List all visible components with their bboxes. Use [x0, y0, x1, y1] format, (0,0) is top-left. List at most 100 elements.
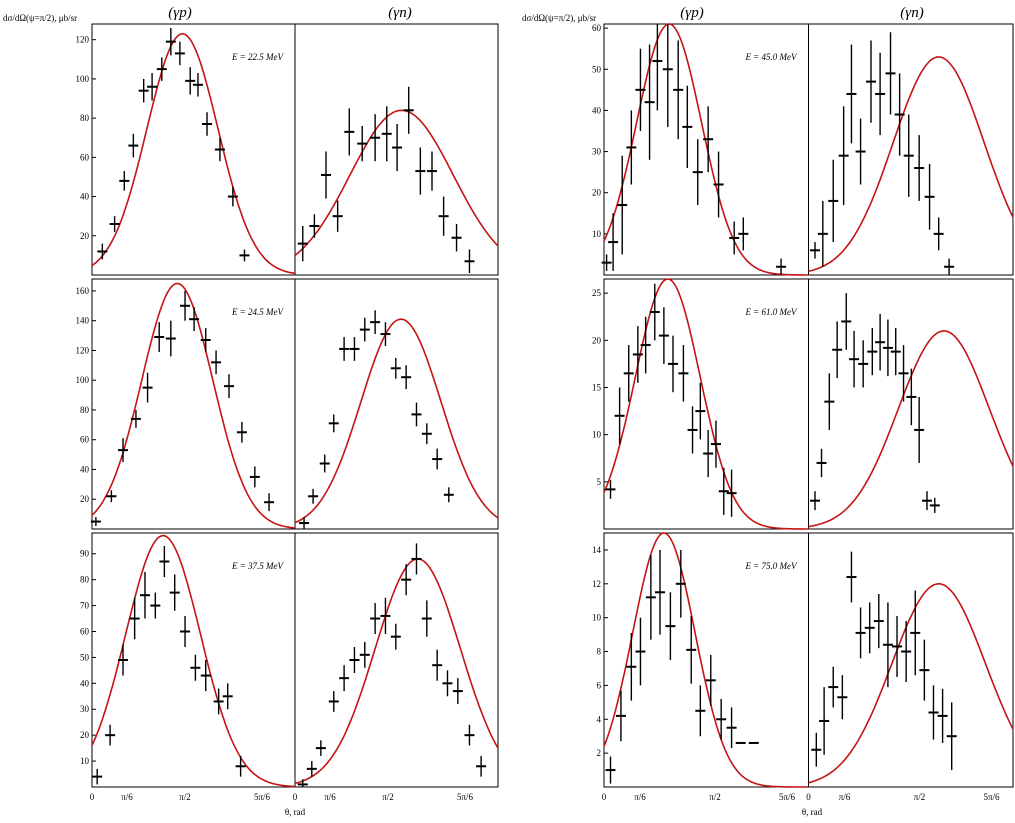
data-point: [200, 328, 211, 352]
data-point: [849, 330, 860, 388]
data-point: [328, 691, 339, 712]
data-point: [174, 41, 185, 66]
data-point: [332, 200, 343, 232]
data-point: [349, 337, 360, 361]
data-point: [299, 517, 310, 529]
data-point: [865, 40, 876, 123]
model-curve-gp: [603, 532, 809, 788]
data-point: [816, 448, 827, 478]
column-header-gp-right: (γp): [680, 5, 703, 21]
y-tick-label: 160: [76, 286, 90, 296]
data-point: [154, 322, 165, 352]
model-curve-gp: [603, 23, 809, 276]
y-tick-label: 20: [80, 730, 90, 740]
data-point: [464, 724, 475, 746]
data-point: [729, 221, 740, 255]
energy-label: E = 22.5 MeV: [231, 52, 285, 62]
data-point: [828, 159, 839, 243]
data-point: [919, 639, 930, 701]
model-curve-gn: [294, 318, 499, 524]
y-tick-label: 12: [592, 579, 601, 589]
data-point: [401, 365, 412, 390]
y-tick-label: 15: [592, 382, 602, 392]
x-axis-title-right: θ, rad: [802, 807, 823, 817]
data-point: [344, 108, 355, 156]
data-point: [811, 732, 822, 767]
data-point: [914, 396, 925, 463]
data-point: [705, 654, 716, 706]
data-point: [130, 409, 141, 428]
data-point: [442, 670, 453, 697]
data-point: [894, 73, 905, 156]
data-point: [678, 345, 689, 402]
y-tick-label: 80: [80, 575, 90, 585]
data-point: [623, 345, 634, 402]
data-point: [810, 491, 821, 511]
data-point: [687, 406, 698, 454]
data-point: [846, 551, 857, 603]
data-point: [626, 632, 637, 701]
y-tick-label: 30: [592, 147, 602, 157]
data-point: [106, 490, 117, 503]
y-tick-label: 80: [80, 113, 90, 123]
x-tick-label: 5π/6: [457, 792, 474, 802]
data-point: [713, 151, 724, 218]
data-point: [306, 761, 317, 777]
data-point: [875, 52, 886, 136]
data-point: [349, 647, 360, 673]
data-point: [214, 137, 225, 162]
data-point: [817, 200, 828, 267]
y-tick-label: 20: [80, 231, 90, 241]
data-point: [668, 335, 679, 393]
data-point: [464, 249, 475, 274]
y-tick-label: 100: [76, 74, 90, 84]
data-point: [858, 340, 869, 388]
data-point: [328, 414, 339, 433]
data-point: [452, 678, 463, 705]
energy-label: E = 24.5 MeV: [231, 307, 285, 317]
data-point: [635, 617, 646, 686]
data-point: [438, 196, 449, 236]
y-tick-label: 2: [597, 748, 602, 758]
y-tick-label: 50: [80, 652, 90, 662]
data-point: [921, 491, 932, 511]
y-tick-label: 20: [80, 494, 90, 504]
column-header-gn-right: (γn): [900, 5, 923, 21]
data-point: [432, 448, 443, 470]
data-point: [903, 114, 914, 197]
data-point: [632, 326, 643, 383]
data-point: [202, 112, 213, 136]
data-point: [645, 555, 656, 640]
data-point: [867, 328, 878, 376]
data-point: [380, 322, 391, 346]
data-point: [264, 493, 275, 512]
data-point: [914, 135, 925, 201]
data-point: [718, 467, 729, 515]
data-point: [339, 665, 350, 692]
y-tick-label: 60: [80, 435, 90, 445]
data-point: [726, 469, 737, 517]
data-point: [249, 466, 260, 488]
data-point: [665, 592, 676, 660]
y-tick-label: 40: [80, 678, 90, 688]
data-point: [390, 623, 401, 650]
data-point: [190, 654, 201, 681]
data-point: [675, 549, 686, 618]
data-point: [810, 242, 821, 259]
data-point: [411, 402, 422, 427]
y-tick-label: 140: [76, 316, 90, 326]
y-tick-label: 25: [592, 288, 602, 298]
x-tick-label: 0: [293, 792, 298, 802]
data-point: [716, 698, 727, 740]
data-point: [359, 641, 370, 668]
data-point: [776, 258, 787, 275]
data-point: [339, 337, 350, 361]
y-tick-label: 80: [80, 405, 90, 415]
data-point: [824, 373, 835, 430]
model-curve-gn: [808, 583, 1014, 784]
data-point: [726, 707, 737, 749]
y-tick-label: 40: [592, 105, 602, 115]
data-point: [838, 106, 849, 206]
panel-1: 20 40 60 80 100 120 E = 22.5 MeV: [76, 23, 499, 276]
